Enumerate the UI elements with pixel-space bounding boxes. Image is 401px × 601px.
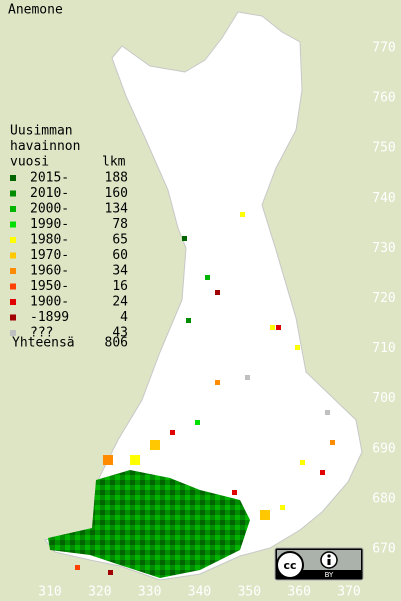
square	[232, 490, 237, 495]
legend-label: 1970-	[30, 248, 69, 263]
square	[205, 275, 210, 280]
y-label: 760	[372, 91, 395, 106]
legend-count-heading: lkm	[102, 155, 126, 170]
country-outline	[44, 11, 363, 581]
license-badge: cc BY	[274, 547, 364, 581]
square	[240, 212, 245, 217]
square	[75, 565, 80, 570]
legend-swatch	[10, 268, 16, 274]
legend-label: 2000-	[30, 202, 69, 217]
legend-total: 806	[105, 336, 128, 351]
legend-swatch	[10, 190, 16, 197]
square	[103, 455, 113, 465]
square	[330, 440, 335, 445]
legend-label: 1990-	[30, 217, 69, 232]
legend-swatch	[10, 314, 16, 321]
square	[150, 440, 160, 450]
square	[320, 470, 325, 475]
legend-count: 134	[105, 202, 129, 217]
square	[280, 505, 285, 510]
legend-label: 1900-	[30, 295, 69, 310]
x-label: 310	[38, 585, 61, 600]
y-label: 740	[372, 191, 395, 206]
legend-label: -1899	[30, 310, 69, 325]
legend-count: 16	[112, 279, 128, 294]
square	[170, 430, 175, 435]
y-label: 680	[372, 491, 395, 506]
x-label: 370	[337, 585, 360, 600]
legend-heading: vuosi	[10, 155, 49, 170]
legend-count: 43	[112, 326, 128, 341]
legend-swatch	[10, 283, 16, 290]
legend-label: ???	[30, 326, 53, 341]
x-label: 330	[138, 585, 161, 600]
dense-observations	[48, 470, 250, 578]
legend-label: 2010-	[30, 186, 69, 201]
y-label: 710	[372, 341, 395, 356]
y-label: 670	[372, 542, 395, 557]
legend-label: 2015-	[30, 171, 69, 186]
legend-swatch	[10, 237, 16, 243]
axes: 310 320 330 340 350 360 370 670 680 690 700 710 720 7…	[38, 41, 395, 600]
legend-count: 24	[112, 295, 128, 310]
legend-count: 188	[105, 171, 128, 186]
legend-count: 4	[120, 310, 128, 325]
square	[325, 410, 330, 415]
y-label: 690	[372, 441, 395, 456]
legend-count: 65	[112, 233, 128, 248]
legend-label: 1960-	[30, 264, 69, 279]
x-label: 360	[287, 585, 310, 600]
legend-count: 60	[112, 248, 128, 263]
legend-swatch	[10, 299, 16, 305]
legend-count: 160	[105, 186, 128, 201]
square	[270, 325, 275, 330]
legend-swatch	[10, 330, 16, 336]
square	[295, 345, 300, 350]
y-label: 700	[372, 391, 395, 406]
legend-count: 78	[112, 217, 128, 232]
square	[186, 318, 191, 323]
y-label: 730	[372, 241, 395, 256]
legend-label: 1950-	[30, 279, 69, 294]
x-label: 350	[238, 585, 261, 600]
square	[182, 236, 187, 241]
x-label: 340	[188, 585, 211, 600]
legend-heading: havainnon	[10, 139, 80, 154]
legend-swatch	[10, 221, 16, 228]
title: Anemone	[8, 3, 63, 18]
square	[215, 380, 220, 385]
license-label: BY	[325, 571, 334, 579]
legend-swatch	[10, 175, 16, 181]
legend-swatch	[10, 206, 16, 212]
y-label: 720	[372, 291, 395, 306]
y-label: 750	[372, 141, 395, 156]
square	[276, 325, 281, 330]
legend-swatch	[10, 252, 16, 259]
square	[260, 510, 270, 520]
legend-count: 34	[112, 264, 128, 279]
legend-total-label: Yhteensä	[12, 336, 75, 351]
legend-label: 1980-	[30, 233, 69, 248]
square	[245, 375, 250, 380]
square	[108, 570, 113, 575]
svg-text:cc: cc	[283, 559, 296, 572]
legend-heading: Uusimman	[10, 124, 73, 139]
square	[215, 290, 220, 295]
x-label: 320	[88, 585, 111, 600]
square	[130, 455, 140, 465]
square	[195, 420, 200, 425]
observation-squares	[75, 212, 335, 575]
y-label: 770	[372, 41, 395, 56]
square	[300, 460, 305, 465]
